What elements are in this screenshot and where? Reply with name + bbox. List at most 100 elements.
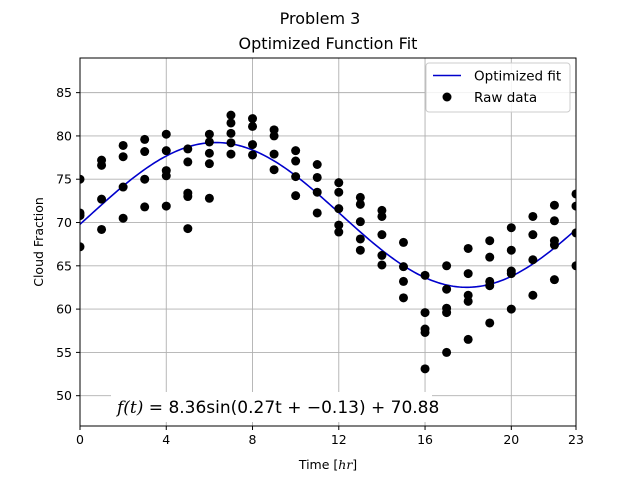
raw-data-point	[97, 194, 107, 204]
raw-data-point	[118, 152, 128, 162]
raw-data-point	[355, 192, 365, 202]
x-tick-label: 23	[568, 432, 584, 447]
raw-data-point	[183, 157, 193, 167]
raw-data-point	[80, 242, 85, 252]
raw-data-point	[398, 262, 408, 272]
raw-data-point	[377, 260, 387, 270]
raw-data-point	[269, 125, 279, 135]
raw-data-point	[204, 137, 214, 147]
x-axis-label-text: Time [	[298, 457, 338, 472]
raw-data-point	[226, 149, 236, 159]
raw-data-point	[118, 213, 128, 223]
x-axis-label: Time [hr]	[298, 457, 357, 472]
raw-data-point	[485, 252, 495, 262]
raw-data-point	[506, 223, 516, 233]
raw-data-point	[312, 172, 322, 182]
raw-data-point	[291, 172, 301, 182]
raw-data-point	[226, 110, 236, 120]
raw-data-point	[183, 224, 193, 234]
raw-data-point	[183, 144, 193, 154]
raw-data-point	[463, 290, 473, 300]
x-tick-label: 4	[162, 432, 170, 447]
x-tick-label: 20	[503, 432, 519, 447]
raw-data-point	[506, 245, 516, 255]
raw-data-point	[377, 250, 387, 260]
y-tick-label: 70	[56, 215, 72, 230]
raw-data-point	[118, 140, 128, 150]
y-tick-label: 65	[56, 258, 72, 273]
raw-data-point	[420, 270, 430, 280]
raw-data-points	[80, 110, 576, 374]
legend-data-label: Raw data	[474, 90, 537, 106]
raw-data-point	[269, 165, 279, 175]
raw-data-point	[334, 227, 344, 237]
y-tick-label: 75	[56, 172, 72, 187]
raw-data-point	[291, 156, 301, 166]
raw-data-point	[161, 201, 171, 211]
raw-data-point	[355, 217, 365, 227]
raw-data-point	[118, 182, 128, 192]
raw-data-point	[248, 150, 258, 160]
raw-data-point	[442, 261, 452, 271]
raw-data-point	[398, 237, 408, 247]
raw-data-point	[334, 187, 344, 197]
raw-data-point	[571, 201, 576, 211]
x-tick-label: 16	[417, 432, 433, 447]
raw-data-point	[161, 146, 171, 156]
raw-data-point	[420, 364, 430, 374]
axis-ticks: 0 4 8 12 16 20 23 50 55 60 65 70 75 80 85	[56, 85, 584, 447]
raw-data-point	[334, 220, 344, 230]
raw-data-point	[312, 187, 322, 197]
raw-data-point	[485, 276, 495, 286]
figure-suptitle: Problem 3	[280, 9, 361, 28]
raw-data-point	[140, 174, 150, 184]
raw-data-point	[571, 261, 576, 271]
raw-data-point	[291, 146, 301, 156]
raw-data-point	[80, 174, 85, 184]
raw-data-point	[248, 114, 258, 124]
raw-data-point	[80, 208, 85, 218]
raw-data-point	[506, 266, 516, 276]
raw-data-point	[549, 200, 559, 210]
raw-data-point	[312, 160, 322, 170]
raw-data-point	[97, 224, 107, 234]
raw-data-point	[485, 236, 495, 246]
raw-data-point	[528, 290, 538, 300]
raw-data-point	[377, 230, 387, 240]
legend-data-marker	[442, 92, 452, 102]
raw-data-point	[549, 236, 559, 246]
raw-data-point	[549, 216, 559, 226]
raw-data-point	[420, 308, 430, 318]
y-tick-label: 80	[56, 128, 72, 143]
raw-data-point	[334, 204, 344, 214]
legend: Optimized fit Raw data	[425, 62, 571, 113]
raw-data-point	[204, 129, 214, 139]
raw-data-point	[312, 208, 322, 218]
raw-data-point	[204, 159, 214, 169]
y-tick-label: 50	[56, 388, 72, 403]
raw-data-point	[226, 128, 236, 138]
raw-data-point	[398, 276, 408, 286]
x-tick-label: 12	[331, 432, 347, 447]
fit-equation-prefix: f(t) =	[115, 398, 168, 418]
raw-data-point	[420, 324, 430, 334]
raw-data-point	[226, 138, 236, 148]
raw-data-point	[204, 148, 214, 158]
raw-data-point	[528, 230, 538, 240]
raw-data-point	[463, 243, 473, 253]
legend-fit-label: Optimized fit	[474, 69, 561, 85]
raw-data-point	[248, 140, 258, 150]
raw-data-point	[97, 155, 107, 165]
raw-data-point	[398, 293, 408, 303]
raw-data-point	[334, 178, 344, 188]
raw-data-point	[506, 304, 516, 314]
x-tick-label: 0	[76, 432, 84, 447]
plot-area	[80, 110, 576, 374]
chart-title: Optimized Function Fit	[239, 34, 418, 53]
raw-data-point	[442, 347, 452, 357]
raw-data-point	[291, 191, 301, 201]
raw-data-point	[269, 149, 279, 159]
y-tick-label: 60	[56, 302, 72, 317]
raw-data-point	[226, 118, 236, 128]
